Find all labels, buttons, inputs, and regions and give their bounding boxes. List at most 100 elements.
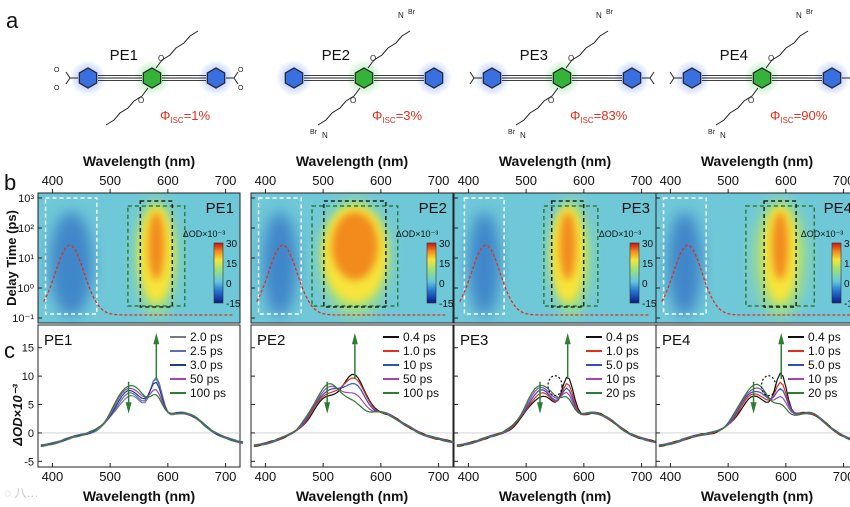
isosbestic-point: [547, 375, 563, 397]
bottom-axis-title: Wavelength (nm): [83, 488, 195, 504]
atom-n: N: [720, 131, 726, 140]
carboxylate-right: [842, 77, 850, 79]
carboxylate-right: [226, 71, 239, 85]
atom-o: O: [238, 85, 244, 92]
isc-yield: ΦISC=3%: [372, 108, 423, 125]
top-tick-label: 500: [717, 173, 739, 188]
down-arrow-head: [536, 402, 543, 414]
colorbar-tick: 30: [844, 239, 850, 250]
alkyl-chain-top: [565, 30, 609, 69]
colorbar-tick: 0: [439, 279, 445, 290]
legend-label: 100 ps: [403, 386, 439, 400]
legend-label: 50 ps: [403, 372, 432, 386]
molecule-name: PE2: [322, 47, 350, 64]
molecule-pe2: O O PE2 ΦISC=3% N Br N Br: [276, 9, 452, 140]
bromide-bottom: Br: [708, 129, 716, 136]
alkyl-chain-bottom: [105, 87, 149, 126]
x-tick-label: 500: [312, 469, 334, 484]
absorption-peak-core: [148, 212, 165, 280]
colorbar-tick: 15: [844, 259, 850, 270]
top-tick-label: 400: [255, 173, 277, 188]
molecule-pe3: O O PE3 ΦISC=83% N Br N Br: [469, 9, 655, 140]
alkyl-chain-top: [765, 30, 809, 69]
heatmap-pe3: Wavelength (nm) ΔOD×10⁻³30 15 0 -15 PE3 400 500…: [453, 153, 657, 324]
atom-n: N: [596, 11, 602, 20]
x-tick-label: 700: [833, 469, 850, 484]
top-tick-label: 600: [157, 173, 179, 188]
isc-yield: ΦISC=83%: [570, 108, 628, 125]
carboxylate-left: [65, 71, 78, 85]
benzene-ring-blue: [424, 67, 444, 89]
series-line: [658, 383, 850, 446]
legend-label: 5.0 ps: [606, 358, 639, 372]
heatmap-panel-name: PE1: [206, 200, 234, 217]
colorbar-tick: -15: [844, 299, 850, 310]
bottom-axis-title: Wavelength (nm): [499, 488, 611, 504]
carboxylate-left: [469, 71, 482, 85]
peak-box: [323, 200, 387, 308]
top-tick-label: 500: [99, 173, 121, 188]
colorbar-tick: 0: [844, 279, 850, 290]
absorption-box: [311, 205, 399, 307]
absorption-peak-core: [559, 212, 576, 280]
spectrum-panel-name: PE4: [662, 332, 690, 349]
colorbar: [831, 242, 842, 304]
y-tick-label: 10³: [18, 193, 34, 205]
atom-n: N: [520, 131, 526, 140]
bleach-box: [44, 197, 98, 315]
colorbar-label: ΔOD×10⁻³: [183, 229, 226, 239]
colorbar-tick: 15: [439, 259, 451, 270]
legend-label: 5.0 ps: [808, 358, 841, 372]
legend-label: 10 ps: [606, 372, 635, 386]
benzene-ring-blue: [78, 67, 98, 89]
benzene-ring-green: [552, 67, 572, 89]
top-axis-title: Wavelength (nm): [296, 153, 408, 169]
colorbar-tick: -15: [226, 299, 241, 310]
top-tick-label: 700: [428, 173, 450, 188]
colorbar-label: ΔOD×10⁻³: [801, 229, 844, 239]
delay-time-axis-title: Delay Time (ps): [4, 210, 19, 306]
y-tick-label: 10⁰: [17, 283, 34, 295]
carboxylate-left: [669, 71, 682, 85]
excitation-pulse-curve: [459, 244, 651, 316]
alkyl-chain-top: [367, 30, 411, 69]
atom-o: O: [568, 54, 574, 63]
excitation-pulse-curve: [43, 244, 235, 316]
atom-o: O: [548, 96, 554, 105]
benzene-ring-blue: [206, 67, 226, 89]
legend-label: 2.5 ps: [190, 344, 223, 358]
atom-o: O: [138, 96, 144, 105]
bromide-top: Br: [408, 9, 416, 16]
legend-label: 1.0 ps: [403, 344, 436, 358]
top-axis-title: Wavelength (nm): [499, 153, 611, 169]
top-axis-title: Wavelength (nm): [83, 153, 195, 169]
alkyl-chain-bottom: [715, 87, 759, 126]
bleach-box: [257, 197, 302, 315]
legend-label: 20 ps: [606, 386, 635, 400]
delta-od-axis-title: ΔOD×10⁻³: [10, 384, 25, 447]
y-tick-label: 10²: [18, 223, 34, 235]
x-tick-label: 500: [99, 469, 121, 484]
spectrum-panel-name: PE2: [257, 332, 285, 349]
legend-label: 2.0 ps: [190, 330, 223, 344]
x-tick-label: 600: [370, 469, 392, 484]
legend-label: 3.0 ps: [190, 358, 223, 372]
heatmap-pe4: Wavelength (nm) ΔOD×10⁻³30 15 0 -15 PE4 400 500…: [655, 153, 850, 324]
y-tick-label: 10: [22, 371, 34, 383]
legend-label: 100 ps: [190, 386, 226, 400]
legend-label: 50 ps: [190, 372, 219, 386]
bleach-region: [667, 212, 703, 316]
x-tick-label: 700: [428, 469, 450, 484]
colorbar-label: ΔOD×10⁻³: [599, 229, 642, 239]
x-tick-label: 500: [515, 469, 537, 484]
x-tick-label: 700: [631, 469, 653, 484]
legend-label: 1.0 ps: [808, 344, 841, 358]
alkyl-chain-top: [155, 30, 199, 69]
peak-box: [550, 200, 585, 308]
y-tick-label: 5: [28, 400, 34, 412]
atom-o: O: [54, 67, 60, 74]
isc-yield: ΦISC=90%: [770, 108, 828, 125]
panel-label-c: c: [4, 338, 15, 363]
atom-o: O: [158, 54, 164, 63]
